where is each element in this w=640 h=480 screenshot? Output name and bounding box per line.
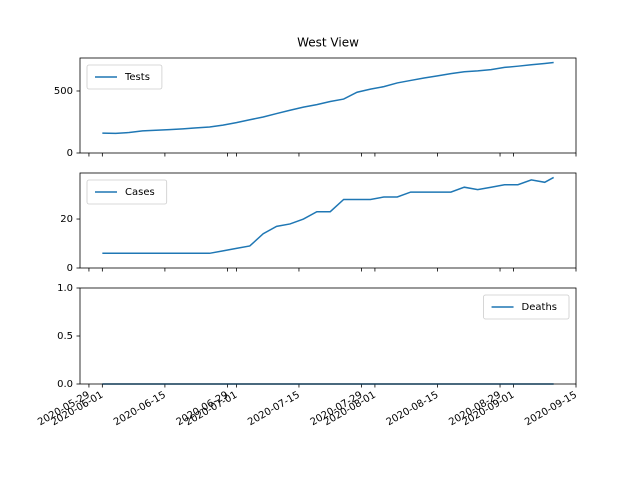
legend-label: Deaths	[522, 302, 557, 313]
legend-box	[86, 64, 163, 90]
line-series	[102, 176, 555, 255]
y-tick-label: 1.0	[57, 283, 73, 294]
legend-box	[86, 179, 168, 205]
axes-frame	[79, 172, 577, 269]
y-tick-label: 0.5	[57, 331, 73, 342]
legend-label: Tests	[124, 72, 150, 83]
x-tick-label: 2020-06-15	[112, 390, 168, 429]
axes-frame	[79, 57, 577, 154]
x-tick-label: 2020-08-15	[385, 390, 441, 429]
line-series	[102, 61, 554, 135]
y-tick-label: 500	[54, 86, 73, 97]
x-tick-label: 2020-09-15	[523, 390, 579, 429]
x-tick-label: 2020-07-15	[246, 390, 302, 429]
y-tick-label: 0	[67, 263, 73, 274]
y-tick-label: 0.0	[57, 379, 73, 390]
y-tick-label: 20	[60, 214, 73, 225]
y-tick-label: 0	[67, 148, 73, 159]
legend-box	[483, 294, 570, 320]
chart-title: West View	[297, 36, 359, 50]
legend-label: Cases	[125, 187, 155, 198]
axes-frame	[79, 287, 577, 385]
